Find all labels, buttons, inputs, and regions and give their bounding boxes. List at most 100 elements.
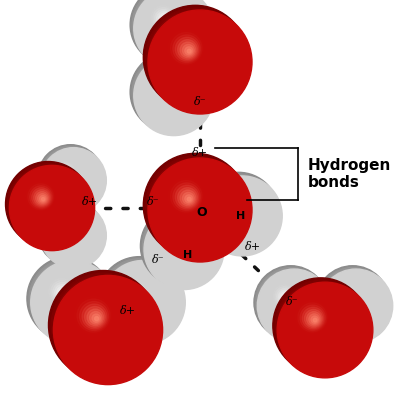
Circle shape [182, 44, 194, 56]
Circle shape [65, 295, 78, 308]
Circle shape [165, 231, 183, 249]
Circle shape [41, 148, 100, 207]
Circle shape [110, 270, 169, 328]
Circle shape [120, 279, 162, 321]
Circle shape [339, 289, 368, 318]
Circle shape [154, 16, 237, 99]
Circle shape [72, 179, 75, 182]
Circle shape [307, 312, 321, 326]
Circle shape [155, 77, 173, 95]
Circle shape [10, 166, 86, 243]
Circle shape [62, 284, 144, 366]
Circle shape [215, 189, 263, 237]
Circle shape [62, 224, 82, 244]
Circle shape [151, 73, 175, 97]
Circle shape [60, 222, 72, 234]
Circle shape [42, 198, 59, 215]
Circle shape [176, 38, 218, 80]
Circle shape [273, 285, 310, 322]
Circle shape [138, 60, 202, 124]
Circle shape [55, 217, 75, 237]
Circle shape [205, 178, 273, 247]
Circle shape [58, 220, 73, 235]
Circle shape [321, 271, 384, 334]
Circle shape [132, 54, 208, 130]
Circle shape [62, 292, 66, 295]
Circle shape [170, 236, 180, 245]
Circle shape [95, 317, 117, 339]
Circle shape [151, 161, 240, 250]
Circle shape [173, 35, 220, 82]
Circle shape [308, 314, 337, 342]
Circle shape [347, 297, 350, 300]
Circle shape [194, 56, 204, 66]
Circle shape [171, 26, 175, 30]
Circle shape [155, 220, 207, 272]
Circle shape [38, 268, 101, 330]
Circle shape [134, 56, 206, 128]
Circle shape [131, 290, 152, 311]
Text: Hydrogen
bonds: Hydrogen bonds [308, 158, 391, 190]
Circle shape [170, 181, 202, 212]
Circle shape [272, 283, 297, 308]
Circle shape [27, 256, 111, 341]
Circle shape [14, 170, 82, 239]
Circle shape [343, 293, 365, 315]
Circle shape [170, 33, 202, 64]
Circle shape [58, 288, 68, 298]
Circle shape [222, 195, 258, 231]
Circle shape [60, 281, 147, 369]
Circle shape [80, 301, 108, 331]
Circle shape [311, 316, 335, 340]
Circle shape [108, 268, 171, 330]
Circle shape [28, 184, 54, 210]
Circle shape [165, 175, 227, 237]
Circle shape [90, 312, 102, 324]
Circle shape [82, 304, 107, 329]
Circle shape [117, 276, 163, 322]
Circle shape [257, 269, 331, 343]
Circle shape [37, 193, 63, 219]
Circle shape [70, 232, 76, 238]
Circle shape [197, 59, 202, 64]
Circle shape [50, 212, 92, 254]
Circle shape [130, 0, 210, 65]
Circle shape [60, 290, 67, 297]
Text: H: H [236, 211, 245, 221]
Circle shape [164, 86, 180, 102]
Circle shape [89, 311, 122, 344]
Circle shape [62, 169, 82, 189]
Circle shape [178, 188, 198, 207]
Circle shape [72, 233, 75, 237]
Circle shape [182, 193, 194, 204]
Circle shape [46, 153, 95, 202]
Circle shape [92, 314, 100, 322]
Circle shape [162, 17, 182, 37]
Circle shape [341, 291, 367, 317]
Circle shape [187, 197, 191, 201]
Circle shape [80, 302, 129, 351]
Circle shape [263, 275, 318, 330]
Circle shape [40, 270, 99, 328]
Circle shape [134, 0, 206, 61]
Circle shape [49, 279, 74, 304]
Circle shape [86, 308, 124, 346]
Circle shape [6, 162, 91, 247]
Circle shape [162, 84, 182, 104]
Circle shape [28, 184, 70, 226]
Circle shape [164, 86, 167, 89]
Circle shape [151, 73, 191, 113]
Circle shape [63, 293, 80, 310]
Circle shape [58, 166, 85, 192]
Circle shape [302, 307, 324, 329]
Circle shape [240, 214, 244, 218]
Circle shape [47, 276, 93, 322]
Circle shape [35, 191, 65, 221]
Circle shape [51, 214, 91, 253]
Circle shape [226, 200, 254, 228]
Circle shape [352, 302, 359, 309]
Circle shape [134, 56, 214, 136]
Circle shape [285, 297, 288, 300]
Circle shape [123, 282, 142, 302]
Circle shape [106, 265, 173, 332]
